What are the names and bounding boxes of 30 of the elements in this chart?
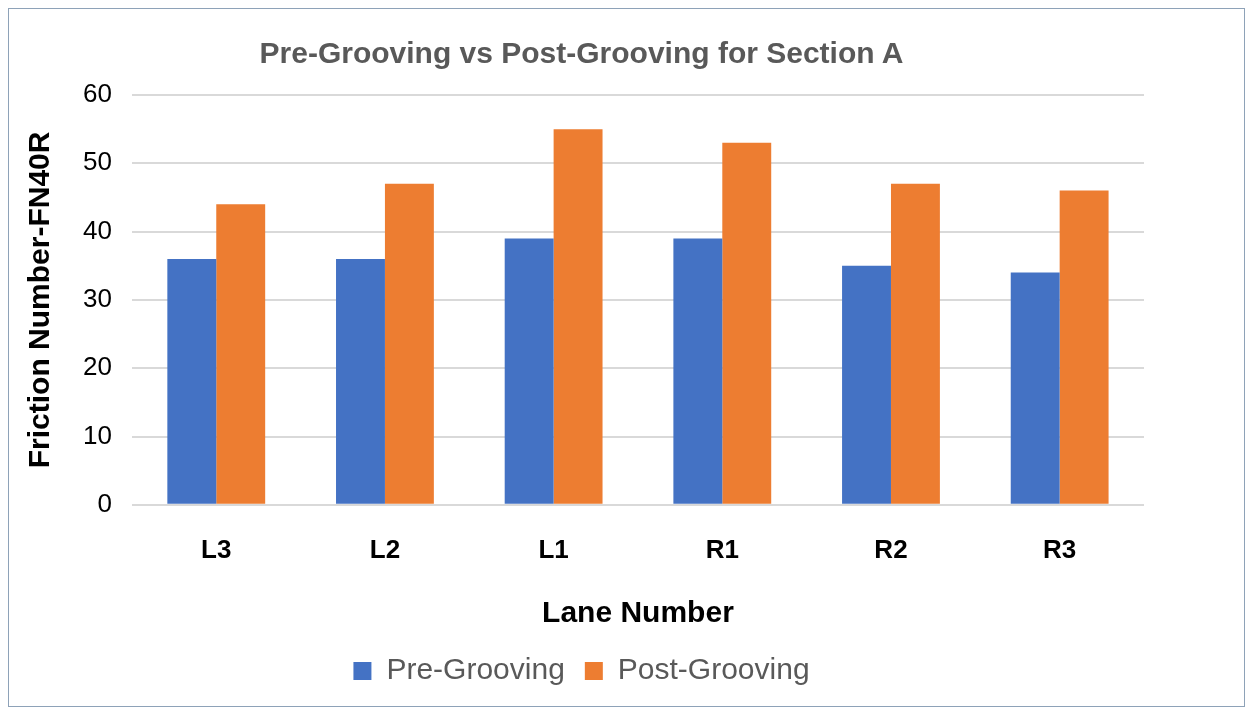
y-tick-label: 30 — [83, 283, 112, 314]
x-tick-label: R3 — [1043, 533, 1077, 564]
x-tick-label: L1 — [538, 533, 569, 564]
bar — [216, 204, 266, 504]
bar — [722, 142, 772, 504]
y-tick-label: 60 — [83, 78, 112, 109]
y-tick-label: 50 — [83, 146, 112, 177]
legend-label: Pre-Grooving — [386, 652, 565, 686]
bar — [890, 183, 940, 504]
x-tick-label: L3 — [201, 533, 232, 564]
x-tick-label: L2 — [369, 533, 401, 564]
bar — [384, 183, 434, 504]
bar — [336, 258, 385, 504]
legend-label: Post-Grooving — [617, 652, 810, 686]
bar — [673, 238, 723, 504]
y-tick-label: 10 — [83, 419, 112, 450]
bar — [167, 258, 217, 504]
bar — [504, 238, 554, 504]
bar — [842, 265, 891, 504]
y-tick-label: 40 — [83, 214, 112, 245]
y-axis-title: Friction Number-FN40R — [22, 131, 56, 469]
y-tick-label: 0 — [97, 487, 112, 518]
y-tick-label: 20 — [83, 351, 112, 382]
x-axis-title: Lane Number — [542, 595, 735, 629]
bar — [1010, 272, 1060, 504]
bar — [1059, 190, 1109, 504]
bar — [553, 129, 603, 504]
x-tick-label: R2 — [874, 533, 908, 564]
x-tick-label: R1 — [705, 533, 739, 564]
chart-title: Pre-Grooving vs Post-Grooving for Section A — [259, 36, 904, 70]
